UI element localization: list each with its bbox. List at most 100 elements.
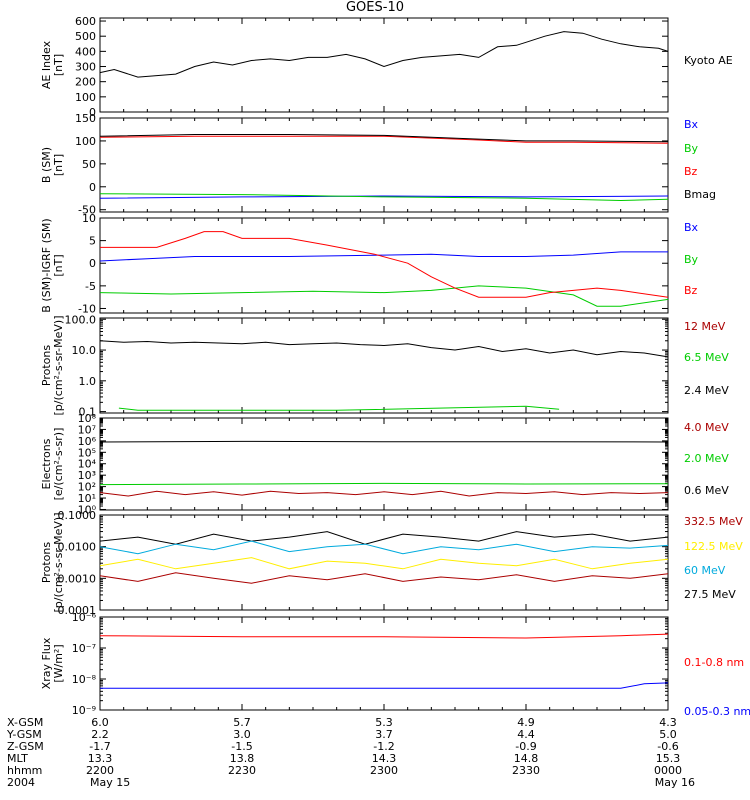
ephemeris-cell: -0.6 xyxy=(657,740,679,753)
y-tick-label: 10⁻⁷ xyxy=(72,642,96,655)
ephemeris-cell: 2230 xyxy=(228,764,256,777)
ephemeris-cell: 0000 xyxy=(654,764,682,777)
y-tick-label: -5 xyxy=(85,280,96,293)
ephemeris-cell: 14.8 xyxy=(513,752,539,765)
y-tick-label: 600 xyxy=(75,15,96,28)
y-tick-label: 0.0010 xyxy=(58,572,97,585)
y-tick-label: 0 xyxy=(89,181,96,194)
y-tick-label: 10⁻⁹ xyxy=(72,704,96,717)
series-line xyxy=(99,540,669,555)
ephemeris-cell: 2300 xyxy=(370,764,398,777)
y-tick-label: 100 xyxy=(75,91,96,104)
y-tick-label: 150 xyxy=(75,112,96,125)
series-line xyxy=(99,482,669,486)
y-tick-label: 200 xyxy=(75,76,96,89)
series-line xyxy=(99,531,669,545)
series-line xyxy=(99,193,669,202)
ephemeris-cell: 4.3 xyxy=(659,716,677,729)
series-line xyxy=(99,340,669,358)
legend-label: Bx xyxy=(684,221,699,234)
ephemeris-cell: 2330 xyxy=(512,764,540,777)
legend-label: Bmag xyxy=(684,188,716,201)
ephemeris-cell: 5.3 xyxy=(375,716,393,729)
ephemeris-cell: 5.0 xyxy=(659,728,677,741)
ephemeris-row-label: MLT xyxy=(7,752,28,765)
legend-label: 27.5 MeV xyxy=(684,588,736,601)
chart-title: GOES-10 xyxy=(345,0,404,15)
y-tick-label: 1.0 xyxy=(79,375,97,388)
ephemeris-cell: 3.0 xyxy=(233,728,251,741)
legend-label: 2.4 MeV xyxy=(684,384,729,397)
series-line xyxy=(99,440,669,443)
y-axis-label: Xray Flux xyxy=(40,637,53,689)
ephemeris-row-label: 2004 xyxy=(7,776,35,789)
y-tick-label: 10⁻⁶ xyxy=(72,611,97,624)
y-tick-label: 10⁷ xyxy=(78,423,96,436)
legend-label: By xyxy=(684,142,699,155)
legend-label: 122.5 MeV xyxy=(684,540,743,553)
y-tick-label: 0.0001 xyxy=(58,604,97,617)
ephemeris-cell: 6.0 xyxy=(91,716,109,729)
ephemeris-cell: May 15 xyxy=(90,776,131,789)
panel-7: 10⁻⁹ 10⁻⁸ 10⁻⁷ 10⁻⁶ Xray Flux [W/m²] 0.1-0.8 n… xyxy=(40,611,750,718)
ephemeris-cell: 4.9 xyxy=(517,716,535,729)
ephemeris-cell: -0.9 xyxy=(515,740,537,753)
legend-label: 332.5 MeV xyxy=(684,515,743,528)
legend-label: 60 MeV xyxy=(684,564,726,577)
series-line xyxy=(99,490,669,497)
series-line xyxy=(99,31,669,78)
ephemeris-cell: 14.3 xyxy=(371,752,397,765)
series-line xyxy=(99,633,669,639)
y-tick-label: 100.0 xyxy=(65,313,97,326)
y-tick-label: 10 xyxy=(82,212,96,225)
y-axis-label: Protons xyxy=(40,345,53,386)
y-tick-label: 10⁵ xyxy=(78,446,96,459)
y-axis-label: Electrons xyxy=(40,438,53,489)
series-line xyxy=(100,231,669,298)
series-line xyxy=(99,195,669,199)
panel-2: -50 0 50 100 150 B (SM) [nT] Bx By Bz Bmag xyxy=(40,112,716,217)
y-tick-label: 10⁶ xyxy=(78,435,97,448)
series-line xyxy=(99,135,669,144)
panel-6: 0.0001 0.0010 0.0100 0.1000 Protons [p/(cm²-s… xyxy=(40,509,743,617)
y-axis-label: [nT] xyxy=(52,154,65,176)
y-tick-label: 10⁴ xyxy=(78,458,97,471)
legend-label: Kyoto AE xyxy=(684,54,733,67)
y-tick-label: 400 xyxy=(75,45,96,58)
y-tick-label: 10⁸ xyxy=(78,412,97,425)
y-tick-label: 500 xyxy=(75,30,96,43)
panel-4: 0.1 1.0 10.0 100.0 Protons [p/(cm²-s-sr-MeV)]… xyxy=(40,313,729,418)
ephemeris-cell: -1.2 xyxy=(373,740,395,753)
series-line xyxy=(99,134,669,143)
y-axis-label: [e/(cm²-s-sr)] xyxy=(52,428,65,501)
y-tick-label: 0.1000 xyxy=(58,509,97,522)
y-tick-label: 300 xyxy=(75,61,96,74)
y-tick-label: 100 xyxy=(75,135,96,148)
panel-3: -10 -5 0 5 10 B (SM)-IGRF (SM) [nT] Bx By Bz xyxy=(40,212,699,315)
series-line xyxy=(118,405,560,411)
y-tick-label: 0.1 xyxy=(79,406,97,419)
ephemeris-cell: -1.7 xyxy=(89,740,111,753)
ephemeris-cell: 2.2 xyxy=(91,728,109,741)
y-axis-label: [p/(cm²-s-sr-MeV)] xyxy=(52,316,65,416)
y-tick-label: 50 xyxy=(82,158,96,171)
y-tick-label: -50 xyxy=(78,204,96,217)
y-tick-label: 0.0100 xyxy=(58,541,97,554)
ephemeris-cell: 4.4 xyxy=(517,728,535,741)
panel-1: 0 100 200 300 400 500 600 AE Index [nT] Kyoto AE xyxy=(40,15,733,119)
y-axis-label: [W/m²] xyxy=(52,644,65,682)
y-axis-label: B (SM)-IGRF (SM) xyxy=(40,218,53,312)
y-tick-label: 10¹ xyxy=(78,492,96,505)
y-tick-label: -10 xyxy=(78,302,96,315)
y-axis-label: Protons xyxy=(40,542,53,583)
ephemeris-cell: 3.7 xyxy=(375,728,393,741)
legend-label: 0.05-0.3 nm xyxy=(684,705,750,718)
series-line xyxy=(99,572,669,584)
ephemeris-cell: 15.3 xyxy=(655,752,681,765)
legend-label: Bz xyxy=(684,284,698,297)
ephemeris-cell: May 16 xyxy=(654,776,695,789)
legend-label: 2.0 MeV xyxy=(684,452,729,465)
